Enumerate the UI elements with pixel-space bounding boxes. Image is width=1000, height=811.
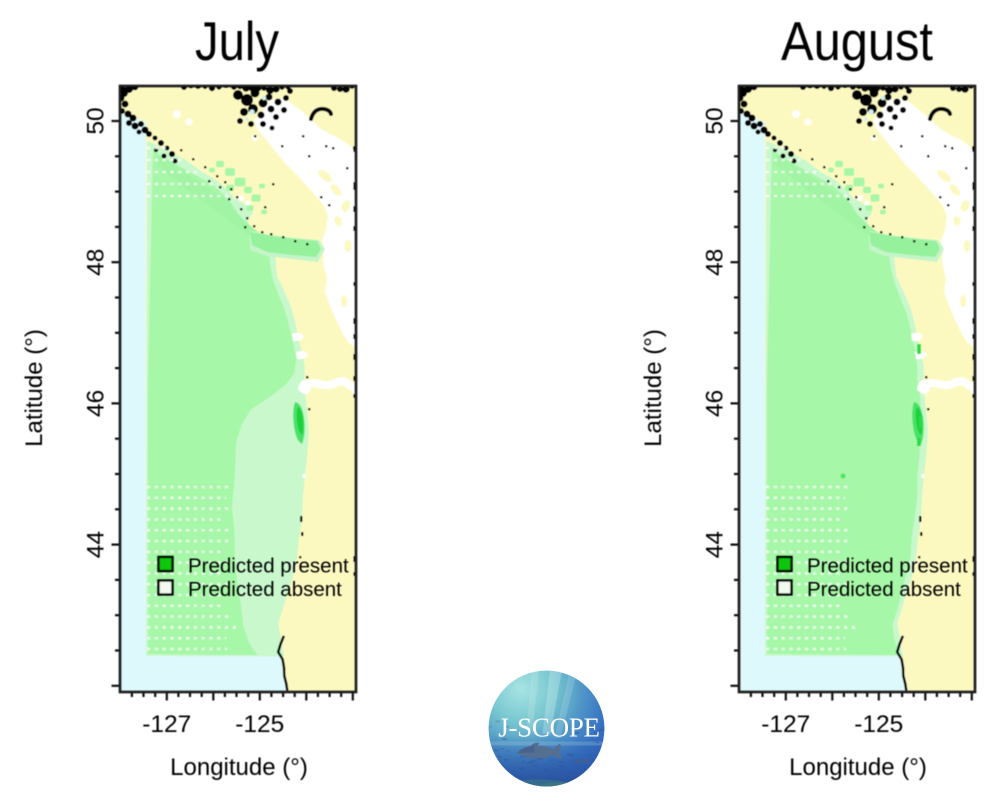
svg-text:Predicted present: Predicted present — [807, 555, 968, 578]
svg-text:48: 48 — [702, 249, 729, 276]
svg-text:August: August — [781, 10, 933, 72]
svg-text:Latitude (°): Latitude (°) — [21, 329, 48, 447]
svg-text:-125: -125 — [854, 711, 903, 738]
svg-text:44: 44 — [83, 531, 110, 558]
svg-text:Predicted absent: Predicted absent — [188, 578, 342, 601]
svg-text:-125: -125 — [235, 711, 284, 738]
svg-text:Longitude (°): Longitude (°) — [789, 754, 927, 781]
svg-text:-127: -127 — [142, 711, 191, 738]
svg-text:Predicted present: Predicted present — [188, 555, 349, 578]
svg-text:July: July — [195, 10, 279, 72]
svg-text:Latitude (°): Latitude (°) — [640, 329, 667, 447]
svg-text:Longitude (°): Longitude (°) — [170, 754, 308, 781]
svg-text:46: 46 — [83, 390, 110, 417]
svg-text:48: 48 — [83, 249, 110, 276]
svg-text:44: 44 — [702, 531, 729, 558]
svg-text:Predicted absent: Predicted absent — [807, 578, 961, 601]
svg-text:50: 50 — [83, 107, 110, 134]
svg-text:50: 50 — [702, 107, 729, 134]
svg-text:-127: -127 — [761, 711, 810, 738]
svg-text:J-SCOPE: J-SCOPE — [498, 713, 599, 743]
svg-text:46: 46 — [702, 390, 729, 417]
